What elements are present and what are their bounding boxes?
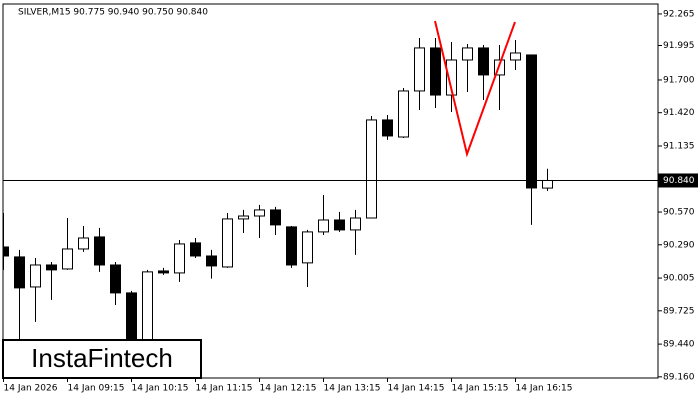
candle-body <box>254 209 265 217</box>
pattern-line <box>434 20 516 158</box>
candle-body <box>158 270 169 274</box>
y-tick-label: 90.570 <box>663 208 695 218</box>
candle-body <box>78 237 89 250</box>
candle-body <box>478 47 489 76</box>
candle-body <box>286 226 297 266</box>
candle-body <box>222 218 233 268</box>
candle-body <box>462 47 473 61</box>
x-tick-label: 14 Jan 2026 <box>4 384 58 394</box>
candle-body <box>334 219 345 231</box>
x-tick-label: 14 Jan 12:15 <box>260 384 317 394</box>
candle-body <box>94 236 105 266</box>
y-tick-label: 90.005 <box>663 274 695 284</box>
y-tick-label: 91.135 <box>663 142 695 152</box>
y-tick-label: 91.995 <box>663 41 695 51</box>
candle-body <box>414 47 425 92</box>
candle-body <box>270 209 281 226</box>
x-tick-label: 14 Jan 10:15 <box>132 384 189 394</box>
y-tick-label: 89.725 <box>663 306 695 316</box>
candle-body <box>318 219 329 233</box>
candle-body <box>366 119 377 219</box>
y-tick-label: 91.700 <box>663 75 695 85</box>
candle-body <box>46 264 57 271</box>
x-tick-label: 14 Jan 11:15 <box>196 384 253 394</box>
logo-box <box>2 339 202 379</box>
y-tick-label: 89.440 <box>663 340 695 350</box>
y-tick-label: 89.160 <box>663 372 695 382</box>
price-label: 90.840 <box>663 176 695 186</box>
candle-body <box>62 248 73 270</box>
y-tick-label: 91.420 <box>663 108 695 118</box>
candle-body <box>302 231 313 264</box>
candle-body <box>430 47 441 96</box>
candle-body <box>542 179 553 189</box>
y-tick-label: 92.265 <box>663 9 695 19</box>
plot-area <box>3 38 553 378</box>
chart-title: SILVER,M15 90.775 90.940 90.750 90.840 <box>18 8 208 18</box>
candle-body <box>110 264 121 294</box>
x-tick-label: 14 Jan 13:15 <box>324 384 381 394</box>
candle-body <box>526 54 537 189</box>
candle-body <box>30 264 41 288</box>
candle-body <box>350 217 361 231</box>
candle-body <box>398 90 409 138</box>
candle-body <box>14 256 25 289</box>
price-label-box <box>658 173 698 188</box>
y-tick-label: 90.290 <box>663 240 695 250</box>
logo-text: InstaFintech <box>31 343 173 373</box>
x-tick-label: 14 Jan 09:15 <box>68 384 125 394</box>
logo: InstaFintech <box>2 339 202 379</box>
plot-frame <box>2 3 659 379</box>
candle-body <box>238 215 249 220</box>
candle-body <box>510 52 521 61</box>
x-tick-label: 14 Jan 15:15 <box>452 384 509 394</box>
double-top-pattern <box>434 20 516 158</box>
candle-body <box>174 243 185 274</box>
candle-body <box>382 119 393 137</box>
candle-body <box>206 255 217 267</box>
x-tick-label: 14 Jan 14:15 <box>388 384 445 394</box>
x-tick-label: 14 Jan 16:15 <box>516 384 573 394</box>
candle-body <box>446 59 457 96</box>
candle-body <box>190 242 201 257</box>
